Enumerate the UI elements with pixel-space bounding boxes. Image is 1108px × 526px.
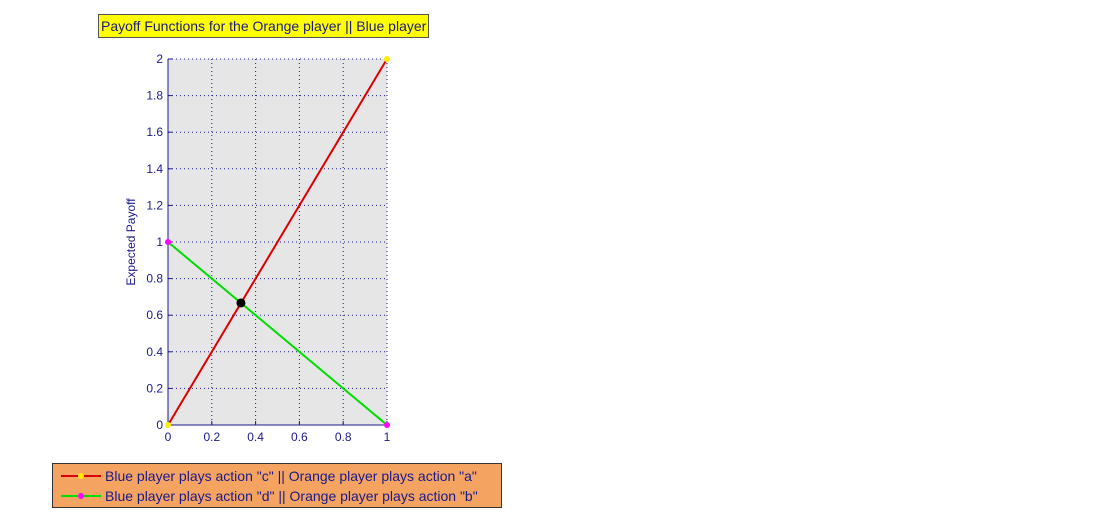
y-tick-label: 1.6 <box>146 125 163 139</box>
x-tick-label: 0 <box>165 430 172 444</box>
y-tick-label: 2 <box>156 52 163 66</box>
series-2-point <box>165 239 171 245</box>
series-line-1 <box>167 58 388 426</box>
legend-item-series-1: Blue player plays action "c" || Orange p… <box>53 466 501 486</box>
y-tick-label: 1.2 <box>146 198 163 212</box>
x-tick-label: 0.6 <box>291 430 308 444</box>
intersection-point <box>236 298 246 308</box>
legend-swatch-series-1 <box>61 473 101 479</box>
y-axis-label: Expected Payoff <box>124 198 138 286</box>
legend-swatch-series-2 <box>61 493 101 499</box>
y-tick-label: 1 <box>156 235 163 249</box>
y-tick-label: 0.8 <box>146 272 163 286</box>
legend-item-series-2: Blue player plays action "d" || Orange p… <box>53 486 501 506</box>
y-tick-label: 1.8 <box>146 89 163 103</box>
legend-marker <box>78 473 84 479</box>
series-1-point <box>165 422 171 428</box>
series-2-point <box>384 422 390 428</box>
y-tick-label: 0 <box>156 418 163 432</box>
y-tick-label: 0.6 <box>146 308 163 322</box>
series-1-point <box>384 56 390 62</box>
series-line-2 <box>167 241 388 426</box>
legend-label-series-2: Blue player plays action "d" || Orange p… <box>105 488 478 504</box>
legend-marker <box>78 493 84 499</box>
chart-title: Payoff Functions for the Orange player |… <box>98 14 430 38</box>
y-tick-label: 1.4 <box>146 162 163 176</box>
legend: Blue player plays action "c" || Orange p… <box>52 463 502 508</box>
x-tick-label: 0.2 <box>203 430 220 444</box>
legend-label-series-1: Blue player plays action "c" || Orange p… <box>105 468 477 484</box>
y-tick-label: 0.4 <box>146 345 163 359</box>
y-tick-label: 0.2 <box>146 381 163 395</box>
x-tick-label: 0.8 <box>335 430 352 444</box>
x-tick-label: 0.4 <box>247 430 264 444</box>
x-tick-label: 1 <box>384 430 391 444</box>
